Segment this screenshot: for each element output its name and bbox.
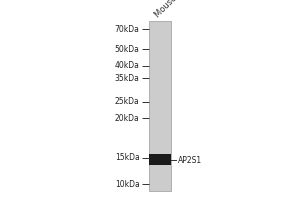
Text: 25kDa: 25kDa [115,98,140,106]
Text: 70kDa: 70kDa [115,24,140,33]
Text: 15kDa: 15kDa [115,154,140,162]
Text: 40kDa: 40kDa [115,61,140,70]
Text: 50kDa: 50kDa [115,45,140,53]
Text: AP2S1: AP2S1 [178,156,202,165]
Bar [148,21,171,191]
Text: 10kDa: 10kDa [115,180,140,189]
Bar [148,154,171,165]
Text: Mouse brain: Mouse brain [153,0,196,19]
Text: 35kDa: 35kDa [115,74,140,83]
Text: 20kDa: 20kDa [115,114,140,123]
